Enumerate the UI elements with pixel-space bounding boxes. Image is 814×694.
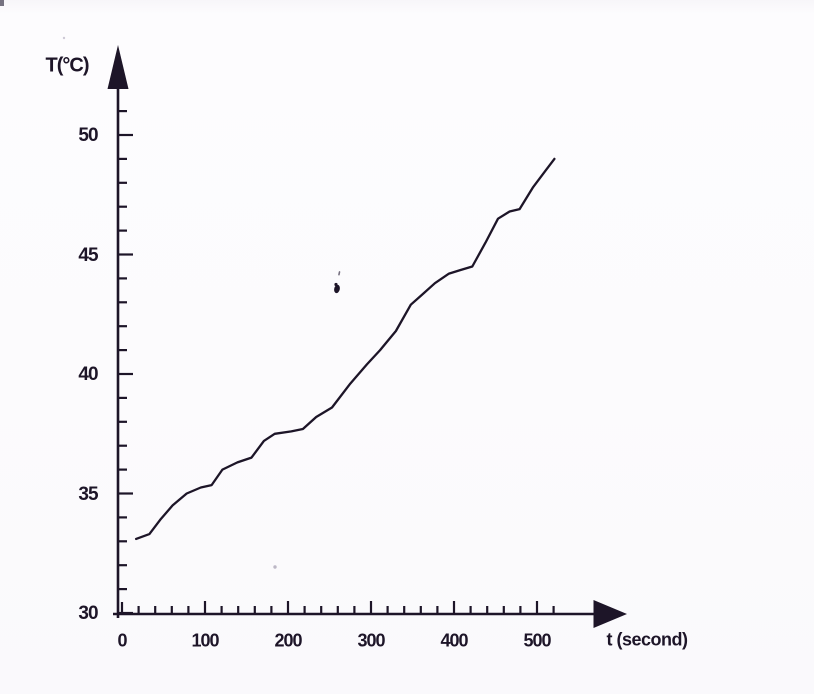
y-tick-label: 30 bbox=[78, 603, 98, 624]
x-axis-title: t (second) bbox=[606, 629, 688, 650]
y-tick-label: 45 bbox=[78, 244, 98, 266]
y-tick-label: 50 bbox=[78, 125, 98, 146]
y-axis-arrowhead-icon bbox=[107, 45, 129, 89]
x-tick-label: 300 bbox=[357, 630, 385, 651]
y-tick-label: 40 bbox=[78, 364, 98, 385]
x-axis-ticks bbox=[120, 601, 555, 614]
x-tick-label: 100 bbox=[191, 630, 219, 651]
temperature-curve bbox=[134, 157, 556, 541]
x-tick-label: 500 bbox=[523, 630, 551, 651]
x-axis-arrowhead-icon bbox=[593, 600, 627, 628]
y-axis-title: T(°C) bbox=[45, 54, 90, 77]
ink-speck bbox=[273, 565, 277, 569]
y-axis-ticks bbox=[118, 109, 133, 615]
ink-speck bbox=[334, 284, 340, 294]
ink-specks bbox=[0, 0, 341, 569]
ink-speck bbox=[338, 271, 341, 276]
x-tick-label: 400 bbox=[440, 630, 468, 651]
scan-edge-mark bbox=[0, 0, 4, 6]
y-tick-label: 35 bbox=[78, 483, 98, 505]
x-tick-label: 200 bbox=[274, 630, 302, 651]
x-tick-label: 0 bbox=[117, 630, 127, 651]
ink-speck bbox=[62, 36, 66, 40]
ink-speck bbox=[334, 282, 338, 287]
